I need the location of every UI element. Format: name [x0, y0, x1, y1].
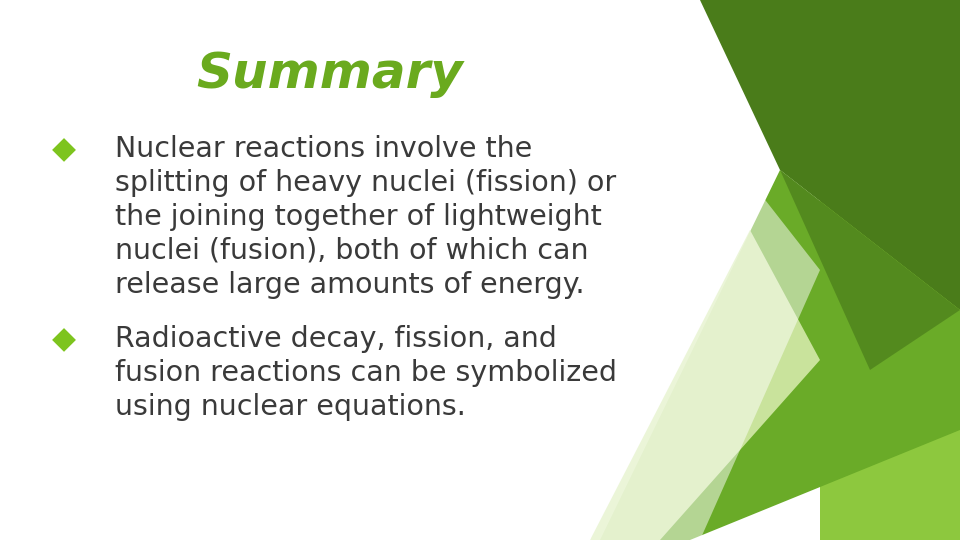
Text: Radioactive decay, fission, and: Radioactive decay, fission, and — [115, 325, 557, 353]
Polygon shape — [700, 0, 960, 310]
Polygon shape — [590, 230, 820, 540]
Text: Nuclear reactions involve the: Nuclear reactions involve the — [115, 135, 532, 163]
Polygon shape — [780, 170, 960, 370]
Text: fusion reactions can be symbolized: fusion reactions can be symbolized — [115, 359, 617, 387]
Text: using nuclear equations.: using nuclear equations. — [115, 393, 466, 421]
Polygon shape — [600, 170, 960, 540]
Text: the joining together of lightweight: the joining together of lightweight — [115, 203, 602, 231]
Polygon shape — [580, 160, 720, 540]
Polygon shape — [750, 0, 960, 270]
Polygon shape — [820, 0, 960, 540]
Text: nuclei (fusion), both of which can: nuclei (fusion), both of which can — [115, 237, 588, 265]
Text: release large amounts of energy.: release large amounts of energy. — [115, 271, 585, 299]
Text: ◆: ◆ — [52, 325, 76, 354]
Text: Summary: Summary — [197, 50, 464, 98]
Polygon shape — [820, 0, 960, 540]
Text: ◆: ◆ — [52, 135, 76, 164]
Polygon shape — [560, 155, 820, 540]
Text: splitting of heavy nuclei (fission) or: splitting of heavy nuclei (fission) or — [115, 169, 616, 197]
